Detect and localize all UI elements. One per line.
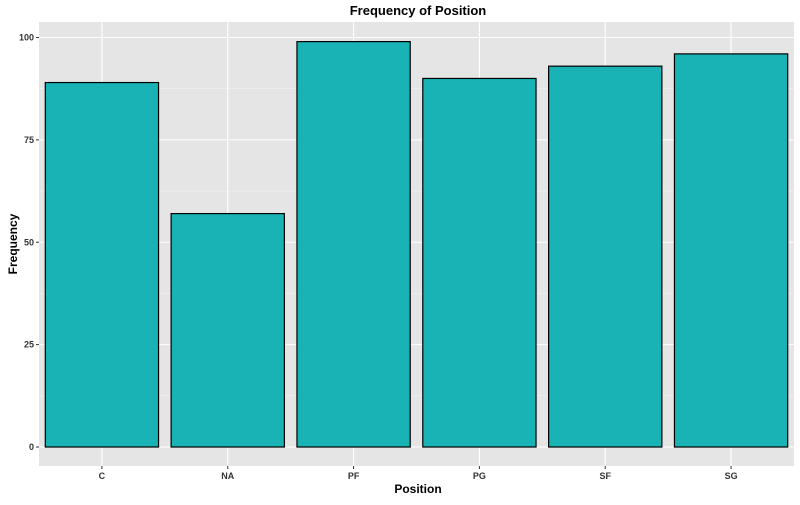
y-tick-label: 75 [24, 135, 34, 145]
x-tick-label-na: NA [221, 471, 234, 481]
minor-gridlines [39, 88, 794, 397]
y-tick-label: 100 [19, 33, 34, 43]
x-axis-ticks: C NA PF PG SF SG [99, 466, 738, 481]
x-tick-label-pg: PG [473, 471, 486, 481]
y-tick-label: 0 [29, 442, 34, 452]
bars [44, 40, 789, 448]
bar-na [170, 212, 285, 448]
bar-sg [673, 53, 789, 448]
x-tick-label-c: C [99, 471, 106, 481]
bar-c [44, 81, 160, 448]
x-tick-label-pf: PF [348, 471, 360, 481]
bar-sf [548, 65, 663, 448]
y-axis-title: Frequency [6, 213, 20, 274]
x-axis-title: Position [394, 482, 441, 496]
y-tick-label: 50 [24, 237, 34, 247]
y-tick-label: 25 [24, 340, 34, 350]
plot-panel [39, 22, 794, 466]
chart-title: Frequency of Position [350, 3, 487, 18]
y-axis-ticks: 0 25 50 75 100 [19, 33, 39, 452]
bar-pf [296, 40, 411, 448]
x-tick-label-sg: SG [725, 471, 738, 481]
x-tick-label-sf: SF [599, 471, 611, 481]
bar-pg [422, 77, 537, 448]
